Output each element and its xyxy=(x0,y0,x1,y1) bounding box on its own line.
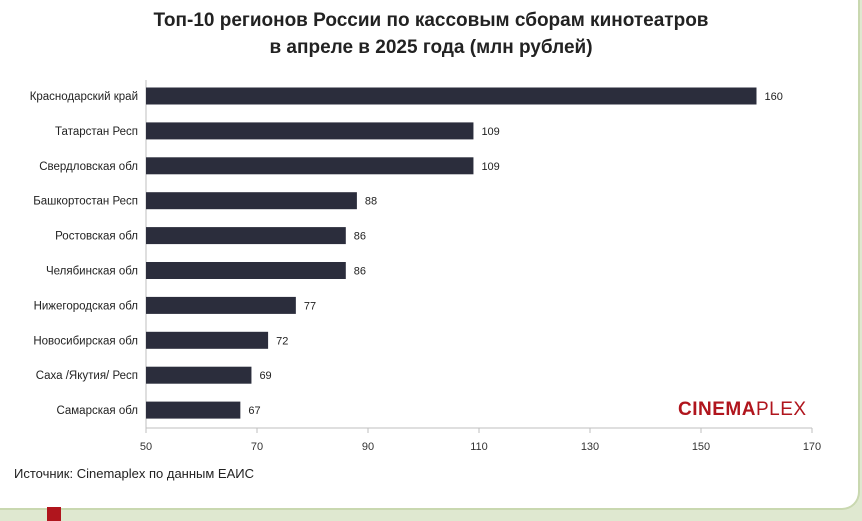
category-label: Ростовская обл xyxy=(55,231,138,243)
chart-title-line-2: в апреле в 2025 года (млн рублей) xyxy=(269,37,593,58)
bar xyxy=(146,262,346,279)
category-label: Нижегородская обл xyxy=(34,300,138,312)
category-label: Новосибирская обл xyxy=(33,335,138,347)
category-label: Свердловская обл xyxy=(39,161,138,173)
red-square-marker xyxy=(47,507,61,521)
bar xyxy=(146,366,252,384)
data-label: 72 xyxy=(276,335,288,347)
x-tick-label: 70 xyxy=(251,441,263,453)
bar xyxy=(146,227,346,245)
chart-title-line-1: Топ-10 регионов России по кассовым сбора… xyxy=(153,10,709,31)
x-tick-label: 110 xyxy=(470,441,488,453)
bar xyxy=(146,331,269,349)
category-label: Самарская обл xyxy=(56,405,138,417)
logo-part-cinema: CINEMA xyxy=(678,399,756,420)
data-label: 160 xyxy=(765,91,783,103)
chart-card: Топ-10 регионов России по кассовым сбора… xyxy=(0,0,860,510)
category-label: Башкортостан Респ xyxy=(33,196,138,208)
category-label: Краснодарский край xyxy=(30,91,138,103)
cinemaplex-logo: CINEMAPLEX xyxy=(678,399,807,421)
data-label: 77 xyxy=(304,300,316,312)
bar xyxy=(146,122,474,140)
x-tick-label: 90 xyxy=(362,441,374,453)
bar xyxy=(146,192,357,210)
data-label: 67 xyxy=(248,405,260,417)
category-label: Татарстан Респ xyxy=(55,126,138,138)
source-note: Источник: Cinemaplex по данным ЕАИС xyxy=(14,466,254,481)
category-label: Саха /Якутия/ Респ xyxy=(36,370,138,382)
bar xyxy=(146,296,296,314)
bar xyxy=(146,87,757,105)
bar xyxy=(146,157,474,175)
category-label: Челябинская обл xyxy=(46,266,138,278)
data-label: 86 xyxy=(354,231,366,243)
data-label: 88 xyxy=(365,196,377,208)
bar-chart: 50 70 90 110 130 150 170 Краснодарский край 160 Т… xyxy=(30,80,821,453)
data-label: 86 xyxy=(354,266,366,278)
x-tick-label: 50 xyxy=(140,441,152,453)
data-label: 109 xyxy=(481,126,499,138)
data-label: 69 xyxy=(259,370,271,382)
bar xyxy=(146,401,241,419)
x-tick-label: 150 xyxy=(692,441,710,453)
data-label: 109 xyxy=(481,161,499,173)
x-tick-label: 130 xyxy=(581,441,599,453)
logo-part-plex: PLEX xyxy=(755,399,807,420)
x-tick-label: 170 xyxy=(803,441,821,453)
